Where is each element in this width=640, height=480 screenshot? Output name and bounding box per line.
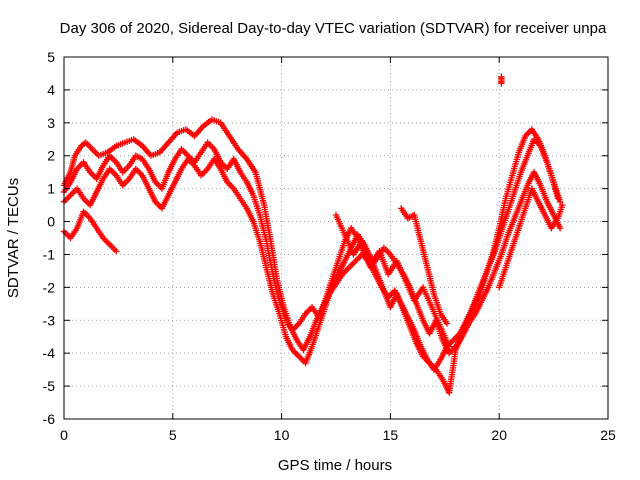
series-track-5 xyxy=(332,211,453,350)
y-tick-label: 5 xyxy=(47,49,55,65)
x-axis-label: GPS time / hours xyxy=(278,457,392,474)
data-point xyxy=(113,247,120,255)
y-tick-label: -5 xyxy=(43,378,56,394)
grid xyxy=(64,57,608,419)
data-point xyxy=(556,224,564,232)
y-tick-label: 2 xyxy=(47,148,55,164)
plot-frame xyxy=(63,56,609,420)
data-point xyxy=(556,198,564,205)
y-tick-label: -4 xyxy=(43,345,56,361)
y-axis-label: SDTVAR / TECUs xyxy=(5,178,22,298)
x-tick-label: 25 xyxy=(600,427,616,443)
axis-ticks: 0 5 10 15 20 25 -6 -5 -4 -3 -2 -1 0 1 2 3 4 5 xyxy=(43,49,616,443)
chart-title: Day 306 of 2020, Sidereal Day-to-day VTE… xyxy=(60,20,607,37)
series-track-6 xyxy=(398,205,451,327)
series-track-7 xyxy=(496,185,566,291)
y-tick-label: -2 xyxy=(43,279,56,295)
series-outlier xyxy=(498,73,505,87)
y-tick-label: -3 xyxy=(43,312,56,328)
data-point xyxy=(559,201,566,209)
series-track-3 xyxy=(60,136,564,396)
x-tick-label: 15 xyxy=(383,427,399,443)
series-track-4 xyxy=(60,208,120,255)
x-tick-label: 20 xyxy=(491,427,507,443)
y-tick-label: 3 xyxy=(47,115,55,131)
data-point xyxy=(443,320,451,327)
y-tick-label: -6 xyxy=(43,411,56,427)
data-point xyxy=(498,73,505,80)
data-point xyxy=(445,343,453,350)
y-tick-label: 4 xyxy=(47,82,55,98)
y-tick-label: 1 xyxy=(47,181,55,197)
x-tick-label: 0 xyxy=(60,427,68,443)
x-tick-label: 5 xyxy=(169,427,177,443)
y-tick-label: -1 xyxy=(43,246,56,262)
x-tick-label: 10 xyxy=(274,427,290,443)
y-tick-label: 0 xyxy=(47,214,55,230)
data-marks xyxy=(60,73,566,396)
